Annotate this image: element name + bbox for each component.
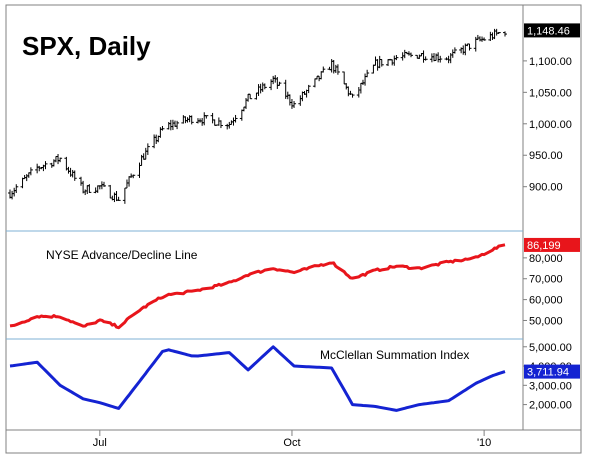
last-value-label: 86,199	[527, 240, 561, 252]
date-axis-ticks: Jul Oct '10	[93, 430, 491, 449]
spx-axis-ticks: 900.00 950.00 1,000.00 1,050.00 1,100.00	[523, 56, 572, 194]
spx-price-bars	[8, 28, 507, 204]
spx-panel: SPX, Daily 900.00 950.00 1,000.00 1,050.00 1…	[8, 23, 580, 204]
spx-last-value-badge: 1,148.46	[524, 23, 580, 38]
advance-decline-axis-ticks: 50,000 60,000 70,000 80,000	[523, 253, 563, 327]
y-tick-label: 70,000	[529, 274, 563, 286]
advance-decline-panel: NYSE Advance/Decline Line 50,000 60,000 70…	[9, 237, 580, 330]
x-tick-label: '10	[477, 437, 491, 449]
x-tick-label: Jul	[93, 437, 107, 449]
mcclellan-last-value-badge: 3,711.94	[524, 364, 580, 379]
chart-title: SPX, Daily	[22, 31, 151, 61]
mcclellan-panel: McClellan Summation Index 2,000.00 3,000.…	[9, 342, 580, 412]
x-tick-label: Oct	[283, 437, 300, 449]
y-tick-label: 900.00	[529, 182, 563, 194]
last-value-label: 1,148.46	[527, 25, 570, 37]
advance-decline-label: NYSE Advance/Decline Line	[46, 248, 198, 262]
last-value-label: 3,711.94	[527, 367, 569, 379]
y-tick-label: 50,000	[529, 315, 563, 327]
y-tick-label: 5,000.00	[529, 342, 572, 354]
plot-border	[5, 4, 582, 454]
advance-decline-line	[9, 243, 506, 330]
y-tick-label: 80,000	[529, 253, 563, 265]
advance-decline-last-value-badge: 86,199	[524, 237, 580, 252]
y-tick-label: 1,050.00	[529, 87, 572, 99]
mcclellan-line	[9, 345, 506, 412]
last-value-box	[524, 237, 580, 252]
last-value-box	[524, 364, 580, 379]
y-tick-label: 1,000.00	[529, 119, 572, 131]
last-value-box	[524, 23, 580, 38]
y-tick-label: 3,000.00	[529, 380, 572, 392]
y-tick-label: 1,100.00	[529, 56, 572, 68]
y-tick-label: 60,000	[529, 295, 563, 307]
mcclellan-label: McClellan Summation Index	[320, 348, 469, 362]
y-tick-label: 2,000.00	[529, 400, 572, 412]
y-tick-label: 950.00	[529, 150, 563, 162]
